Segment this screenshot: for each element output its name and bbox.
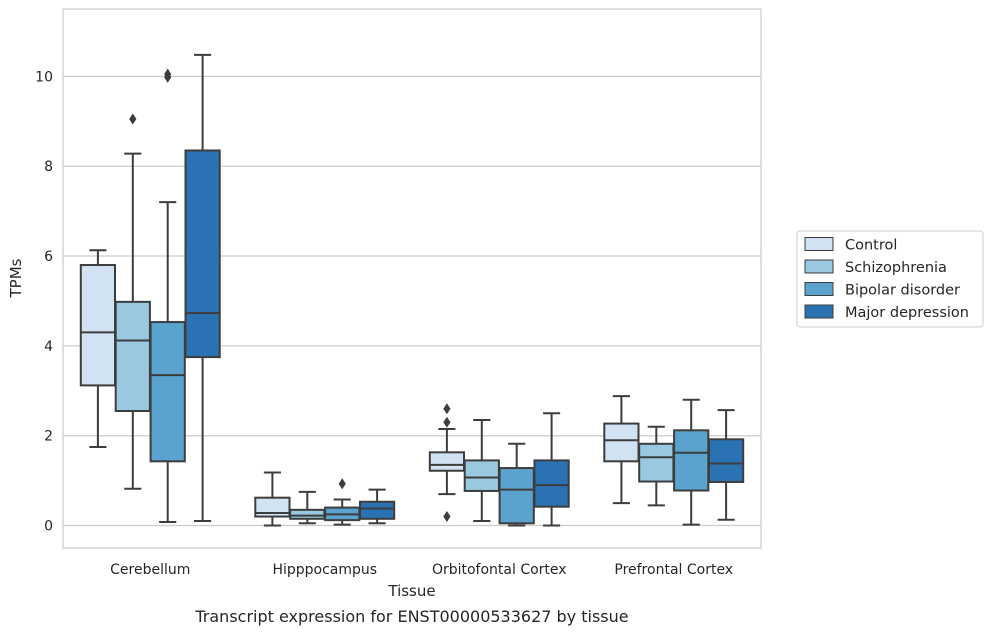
legend-swatch [804,237,834,251]
x-tick-label: Cerebellum [110,562,190,578]
legend-label: Schizophrenia [845,260,947,276]
outlier-point [129,113,137,125]
legend-label: Major depression [845,305,969,321]
iqr-box [638,442,675,483]
legend-swatch [804,259,834,274]
legend-frame [796,230,984,328]
iqr-box [673,429,710,492]
legend-swatch [804,304,834,319]
outlier-point [338,478,346,490]
box-major-depression [707,409,745,521]
y-tick-label: 4 [44,339,53,355]
box-control [79,249,117,448]
x-tick-label: Hipppocampus [272,562,377,578]
iqr-box [533,459,570,508]
box-groups [79,53,745,527]
box-control [603,395,640,505]
outlier-point [443,511,451,523]
x-tick-labels: Cerebellum Hipppocampus Orbitofontal Corte… [110,562,733,578]
iqr-box [289,508,326,520]
iqr-box [603,422,640,463]
outlier-point [443,403,451,415]
y-tick-label: 10 [35,69,53,85]
y-axis-title: TPMs [7,258,25,298]
y-tick-label: 8 [44,159,53,175]
iqr-box [79,264,117,387]
legend: Control Schizophrenia Bipolar disorder Majo… [796,230,984,328]
box-control [254,471,291,527]
box-bipolar-disorder [324,478,361,526]
box-major-depression [533,412,570,527]
box-schizophrenia [114,113,151,490]
box-bipolar-disorder [673,398,710,526]
iqr-box [498,467,535,525]
box-control [428,403,466,523]
chart-caption: Transcript expression for ENST0000053362… [194,607,628,626]
x-axis-title: Tissue [387,582,435,600]
iqr-box [358,500,396,520]
box-bipolar-disorder [149,68,186,523]
box-bipolar-disorder [498,442,535,527]
iqr-box [428,451,466,472]
legend-label: Bipolar disorder [845,283,960,299]
legend-label: Control [845,238,897,254]
iqr-box [114,300,151,413]
x-tick-label: Orbitofontal Cortex [432,562,567,578]
x-tick-label: Prefrontal Cortex [614,562,733,578]
outlier-point [443,416,451,428]
iqr-box [149,321,186,463]
outlier-point [164,71,172,83]
iqr-box [254,496,291,518]
box-schizophrenia [638,425,675,507]
box-major-depression [358,488,396,525]
y-tick-label: 6 [44,249,53,265]
y-tick-labels: 0 2 4 6 8 10 [35,69,53,534]
iqr-box [184,149,221,359]
legend-swatch [804,282,834,296]
iqr-box [707,438,745,483]
y-tick-label: 0 [44,519,53,535]
box-major-depression [184,53,221,523]
iqr-box [463,459,500,492]
y-tick-label: 2 [44,429,53,445]
